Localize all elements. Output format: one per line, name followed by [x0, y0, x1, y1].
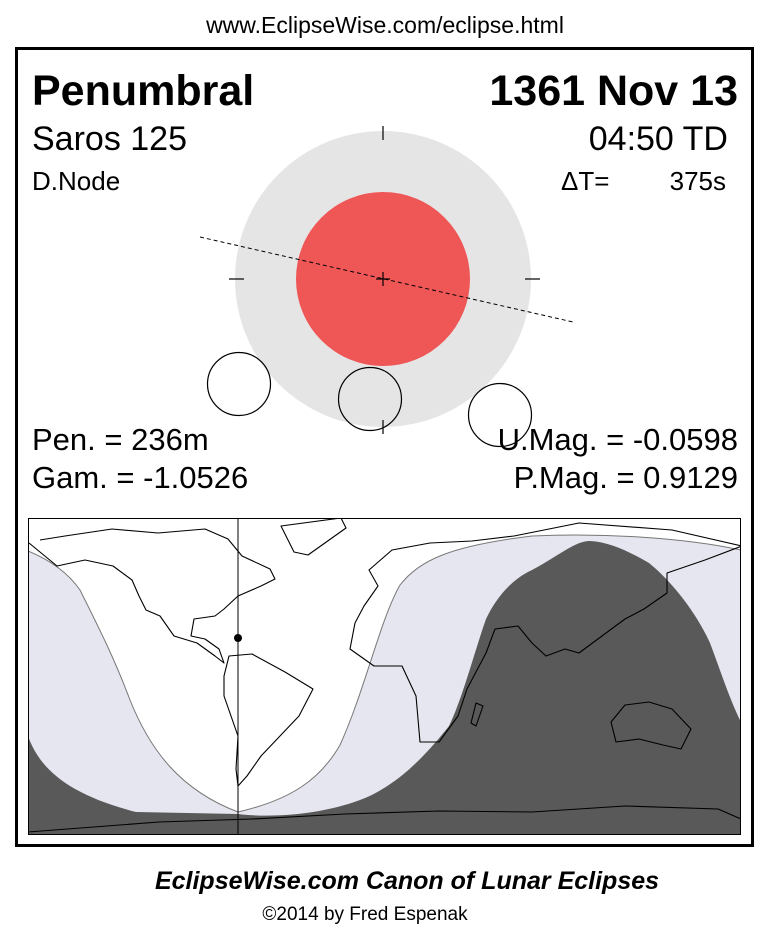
shadow-diagram — [199, 126, 574, 448]
penumbral-duration: Pen. = 236m — [32, 422, 209, 457]
footer-title: EclipseWise.com Canon of Lunar Eclipses — [155, 867, 659, 895]
australia-outline — [610, 701, 692, 750]
south-america-outline — [223, 653, 314, 787]
afro-eurasia-outline — [349, 522, 741, 743]
source-url: www.EclipseWise.com/eclipse.html — [205, 12, 564, 38]
moon-first-contact — [206, 351, 272, 417]
moon-last-contact — [467, 382, 533, 448]
eclipse-time: 04:50 TD — [589, 120, 728, 158]
footer-copyright: ©2014 by Fred Espenak — [262, 904, 468, 925]
delta-t-value: 375s — [670, 166, 726, 196]
axis-ticks — [229, 126, 540, 434]
eclipse-date: 1361 Nov 13 — [489, 67, 738, 115]
gamma: Gam. = -1.0526 — [32, 460, 248, 495]
moon-greatest-eclipse — [337, 366, 403, 432]
madagascar-outline — [470, 702, 484, 727]
node: D.Node — [32, 166, 120, 196]
coastlines — [28, 518, 741, 833]
greenland-outline — [280, 518, 347, 556]
map-border — [28, 518, 741, 835]
antarctica-outline — [28, 805, 741, 833]
not-visible-zone — [28, 541, 741, 834]
delta-t-label: ΔT= — [561, 166, 609, 196]
full-visibility-zone — [28, 518, 741, 813]
sub-lunar-point — [234, 634, 242, 642]
penumbral-magnitude: P.Mag. = 0.9129 — [514, 460, 738, 495]
north-america-outline — [28, 528, 276, 664]
visibility-map — [28, 518, 741, 835]
eclipse-type: Penumbral — [32, 67, 254, 115]
umbral-magnitude: U.Mag. = -0.0598 — [498, 422, 738, 457]
saros-number: Saros 125 — [32, 120, 187, 158]
